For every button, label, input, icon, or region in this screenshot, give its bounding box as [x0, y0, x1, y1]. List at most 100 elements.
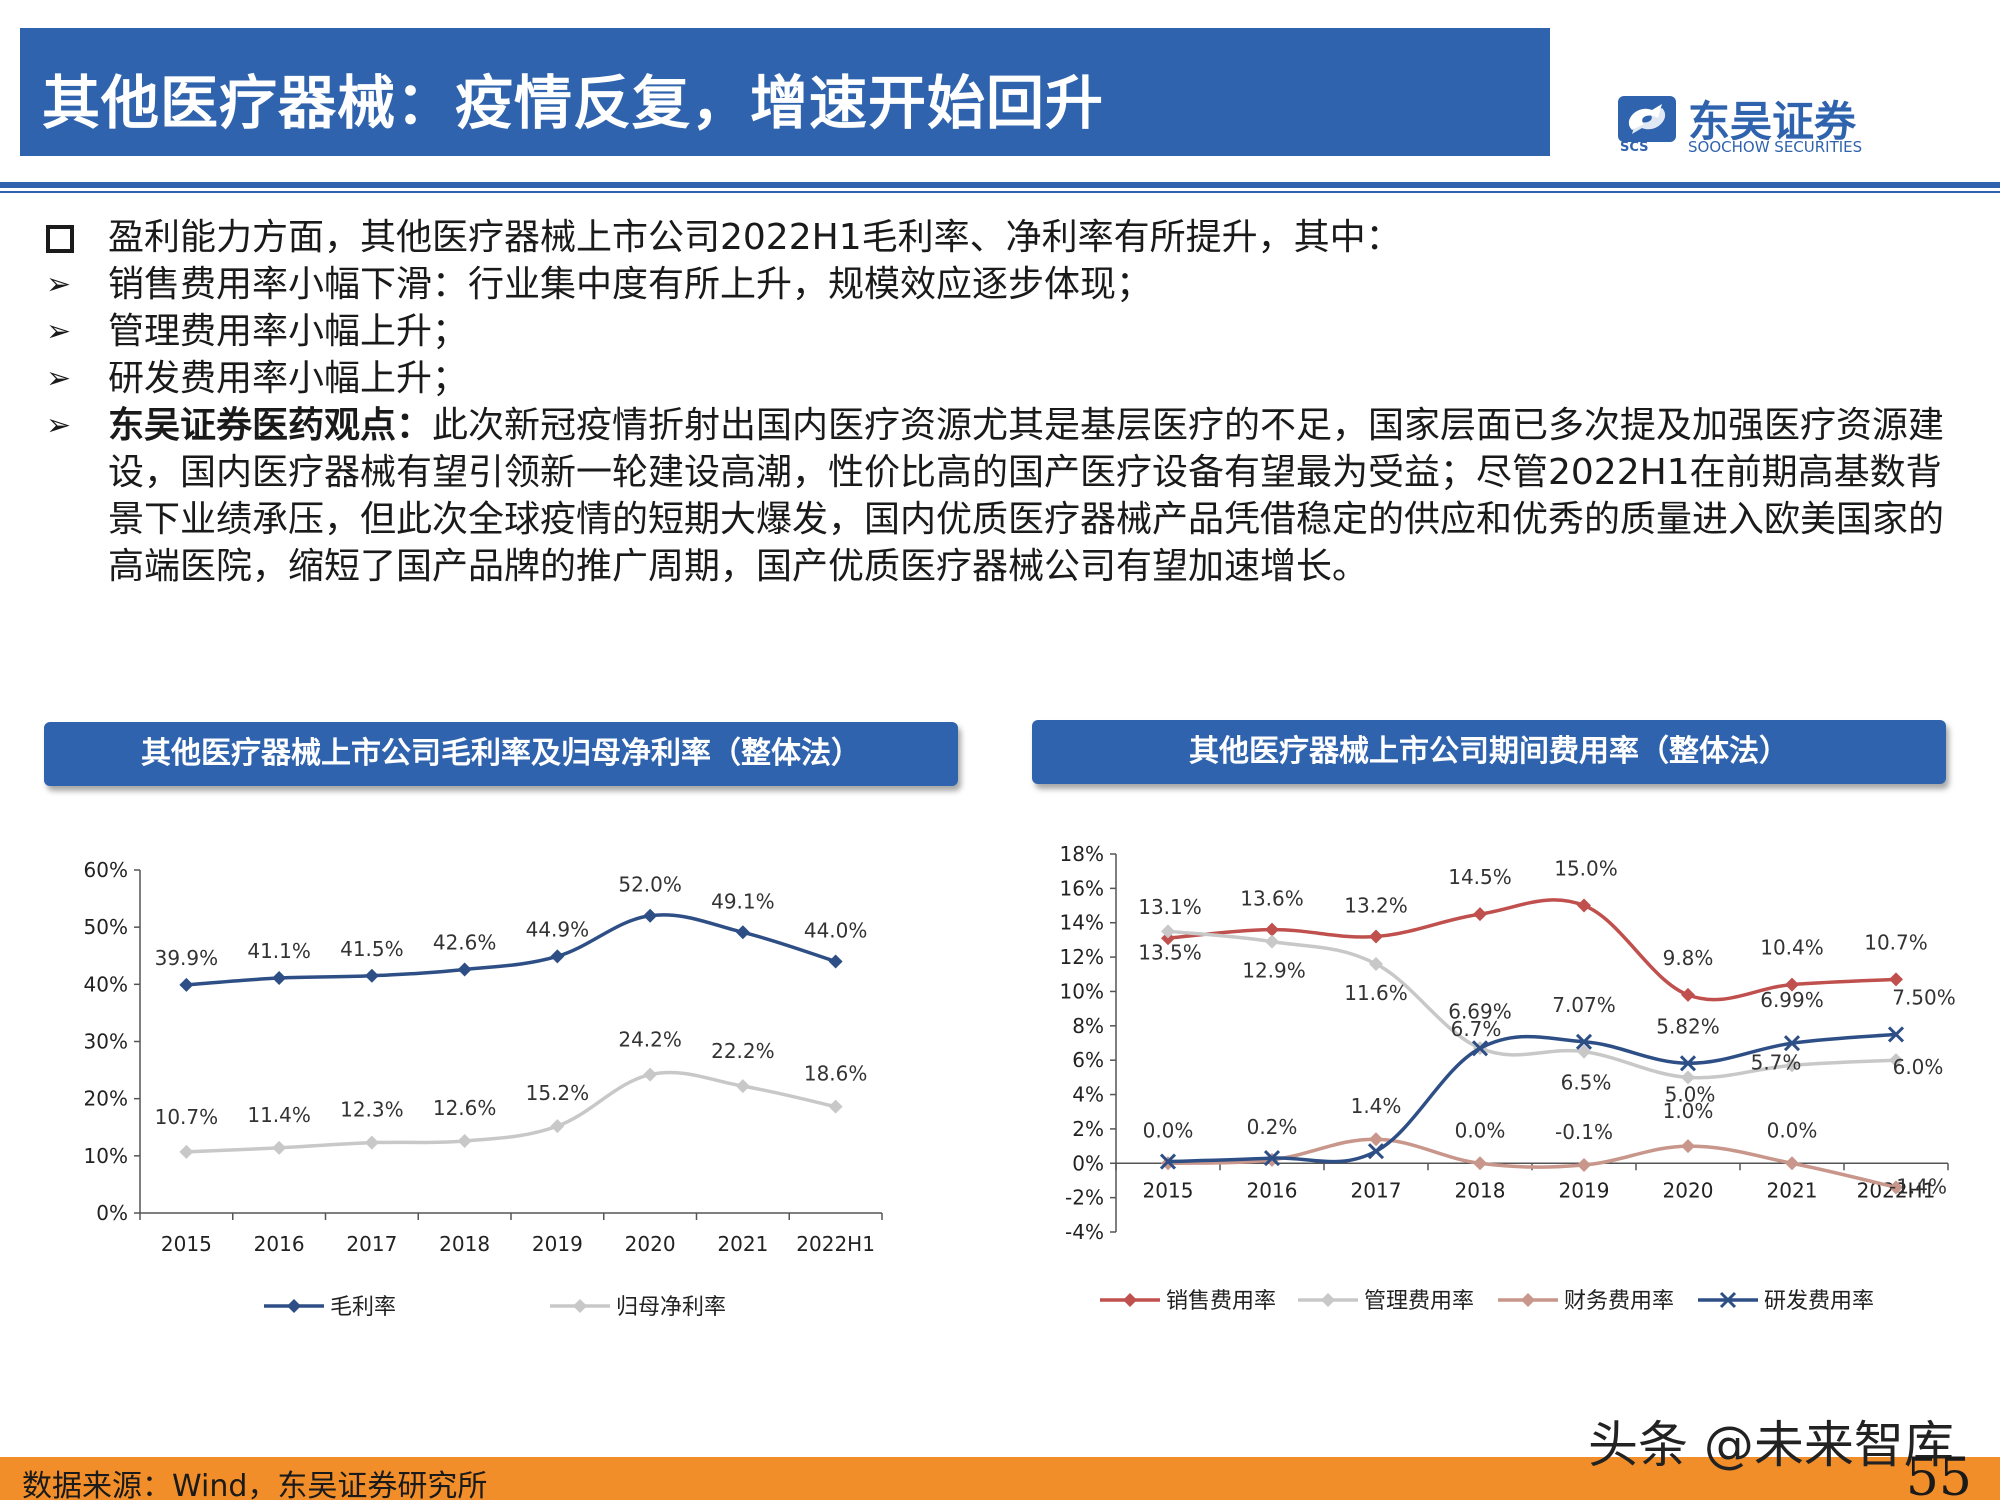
- legend: 毛利率 归母净利率: [264, 1295, 726, 1320]
- data-label: 41.5%: [340, 937, 404, 961]
- series-3: 6.69% 7.07% 5.82% 6.99% 7.50%: [1159, 985, 1956, 1170]
- data-point: [1369, 929, 1383, 944]
- x-tick-label: 2022H1: [796, 1232, 875, 1256]
- header-rule-thin: [0, 191, 2000, 193]
- data-label: 7.07%: [1552, 993, 1616, 1017]
- series-line: [1167, 929, 1897, 1080]
- data-point: [272, 971, 287, 986]
- data-label: 5.82%: [1656, 1014, 1720, 1038]
- y-tick-label: 14%: [1060, 911, 1104, 935]
- series-line: [1167, 898, 1897, 1002]
- logo-name-en: SOOCHOW SECURITIES: [1688, 138, 1863, 156]
- bullet-item: ➢ 管理费用率小幅上升；: [42, 308, 1972, 355]
- expense-rate-chart: -4% -2% 0% 2% 4% 6% 8% 10% 12% 14% 16% 18% 2015 2016 2…: [1060, 842, 1956, 1314]
- data-point: [828, 954, 843, 969]
- data-label: 13.5%: [1138, 940, 1202, 964]
- data-point: [1785, 1058, 1799, 1073]
- y-tick-label: 16%: [1060, 876, 1104, 900]
- data-label: 1.0%: [1663, 1099, 1714, 1123]
- data-point: [1265, 922, 1279, 937]
- legend: 销售费用率 管理费用率 财务费用率 研发费用率: [1100, 1289, 1874, 1314]
- data-label: 6.69%: [1448, 999, 1512, 1023]
- data-label: 11.6%: [1344, 981, 1408, 1005]
- data-label: 6.99%: [1760, 988, 1824, 1012]
- logo-name-cn: 东吴证券: [1688, 97, 1857, 146]
- legend-label: 归母净利率: [616, 1295, 726, 1320]
- margin-chart: 0% 10% 20% 30% 40% 50% 60% 2015 2016 2017 2018 2019…: [84, 858, 883, 1320]
- data-point: [550, 949, 565, 964]
- x-tick-label: 2015: [1143, 1178, 1194, 1202]
- bullet-text: 此次新冠疫情折射出国内医疗资源尤其是基层医疗的不足，国家层面已多次提及加强医疗资…: [108, 405, 1945, 587]
- series-line: [186, 913, 837, 987]
- x-tick-label: 2017: [1351, 1178, 1402, 1202]
- data-point: [457, 962, 472, 977]
- data-label: 22.2%: [711, 1039, 775, 1063]
- y-tick-label: 20%: [84, 1087, 128, 1111]
- data-label: 44.0%: [804, 918, 868, 942]
- data-label: 5.0%: [1665, 1082, 1716, 1106]
- x-tick-label: 2019: [532, 1232, 583, 1256]
- data-label: 7.50%: [1892, 985, 1956, 1009]
- data-point: [1575, 1033, 1593, 1050]
- watermark: 头条 @未来智库: [1588, 1416, 1954, 1474]
- arrow-bullet-icon: ➢: [46, 267, 72, 302]
- title-bar: 其他医疗器械：疫情反复，增速开始回升: [20, 28, 1550, 156]
- data-point: [643, 908, 658, 923]
- data-label: 0.0%: [1455, 1118, 1506, 1142]
- data-point: [550, 1119, 565, 1134]
- series-line: [186, 1070, 837, 1154]
- data-label: -1.4%: [1889, 1174, 1947, 1198]
- y-tick-label: 8%: [1072, 1014, 1104, 1038]
- data-label: 10.7%: [155, 1105, 219, 1129]
- data-label: 11.4%: [247, 1103, 311, 1127]
- data-point: [179, 977, 194, 992]
- data-point: [287, 1299, 301, 1313]
- x-tick-label: 2016: [254, 1232, 305, 1256]
- y-tick-label: 0%: [96, 1201, 128, 1225]
- data-point: [1681, 1070, 1695, 1085]
- x-tick-label: 2020: [1663, 1178, 1714, 1202]
- logo-abbr: SCS: [1620, 140, 1649, 155]
- data-label: 6.7%: [1451, 1017, 1502, 1041]
- data-point: [1369, 1132, 1383, 1147]
- data-point: [573, 1299, 587, 1313]
- series-0: 39.9% 41.1% 41.5% 42.6% 44.9% 52.0% 49.1% 44.0%: [155, 873, 868, 992]
- bullet-list: 盈利能力方面，其他医疗器械上市公司2022H1毛利率、净利率有所提升，其中： ➢…: [42, 214, 1972, 590]
- legend-label: 财务费用率: [1564, 1289, 1674, 1314]
- y-tick-label: -4%: [1065, 1220, 1104, 1244]
- data-point: [272, 1140, 287, 1155]
- y-tick-label: 60%: [84, 858, 128, 882]
- data-label: 15.2%: [526, 1081, 590, 1105]
- x-tick-label: 2018: [1455, 1178, 1506, 1202]
- data-label: 13.1%: [1138, 895, 1202, 919]
- data-point: [1159, 1153, 1177, 1170]
- data-label: 10.4%: [1760, 936, 1824, 960]
- data-point: [1577, 1044, 1591, 1059]
- series-line: [1167, 1032, 1897, 1164]
- arrow-bullet-icon: ➢: [46, 314, 72, 349]
- data-point: [643, 1067, 658, 1082]
- data-point: [735, 925, 750, 940]
- data-label: 13.6%: [1240, 887, 1304, 911]
- y-tick-label: 10%: [1060, 979, 1104, 1003]
- data-label: 1.4%: [1351, 1094, 1402, 1118]
- x-tick-label: 2019: [1559, 1178, 1610, 1202]
- data-point: [828, 1099, 843, 1114]
- x-tick-label: 2021: [717, 1232, 768, 1256]
- header-rule: [0, 182, 2000, 188]
- bullet-text: 研发费用率小幅上升；: [108, 358, 469, 399]
- y-tick-label: 12%: [1060, 945, 1104, 969]
- chart-1-title: 其他医疗器械上市公司毛利率及归母净利率（整体法）: [44, 722, 958, 786]
- data-point: [1265, 934, 1279, 949]
- data-label: 41.1%: [247, 939, 311, 963]
- legend-label: 管理费用率: [1364, 1289, 1474, 1314]
- data-label: 49.1%: [711, 889, 775, 913]
- x-tick-label: 2018: [439, 1232, 490, 1256]
- checkbox-bullet-icon: [46, 214, 74, 265]
- data-point: [364, 1135, 379, 1150]
- page-number: 55: [1905, 1448, 1972, 1508]
- bullet-bold-lead: 东吴证券医药观点：: [108, 405, 433, 446]
- data-point: [1473, 907, 1487, 922]
- data-point: [1889, 1180, 1903, 1195]
- logo-mark-icon: [1618, 96, 1676, 142]
